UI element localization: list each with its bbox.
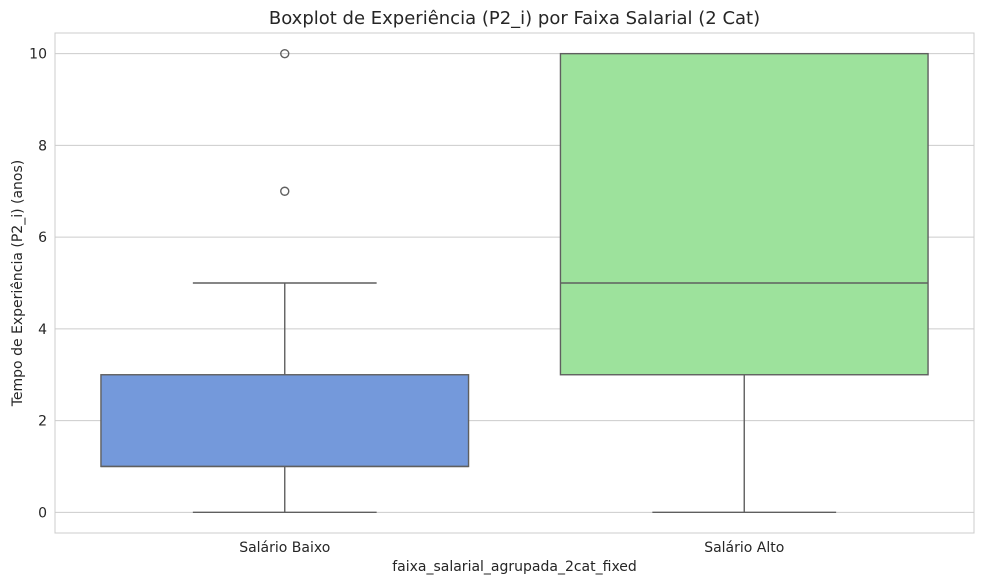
outlier-point: [280, 186, 290, 196]
y-tick-label: 8: [38, 138, 47, 154]
y-tick-label: 4: [38, 322, 47, 338]
outlier-point: [280, 48, 290, 59]
box-layer: [100, 48, 929, 514]
y-axis-label: Tempo de Experiência (P2_i) (anos): [10, 160, 26, 408]
x-tick-label: Salário Alto: [704, 540, 784, 556]
y-tick-label: 2: [38, 414, 47, 430]
plot-frame: [54, 32, 975, 534]
axis-layer: 0 2 4 6 8 10 Salário Baixo Salário Alto: [29, 47, 784, 556]
x-tick-label: Salário Baixo: [239, 540, 330, 556]
box-group: [100, 48, 470, 514]
y-tick-label: 0: [38, 505, 47, 521]
iqr-box: [559, 52, 929, 376]
y-tick-label: 10: [29, 47, 47, 63]
x-axis-label: faixa_salarial_agrupada_2cat_fixed: [392, 559, 637, 575]
iqr-box: [100, 374, 470, 468]
y-tick-label: 6: [38, 230, 47, 246]
chart-title: Boxplot de Experiência (P2_i) por Faixa …: [269, 8, 760, 29]
box-group: [559, 52, 929, 514]
